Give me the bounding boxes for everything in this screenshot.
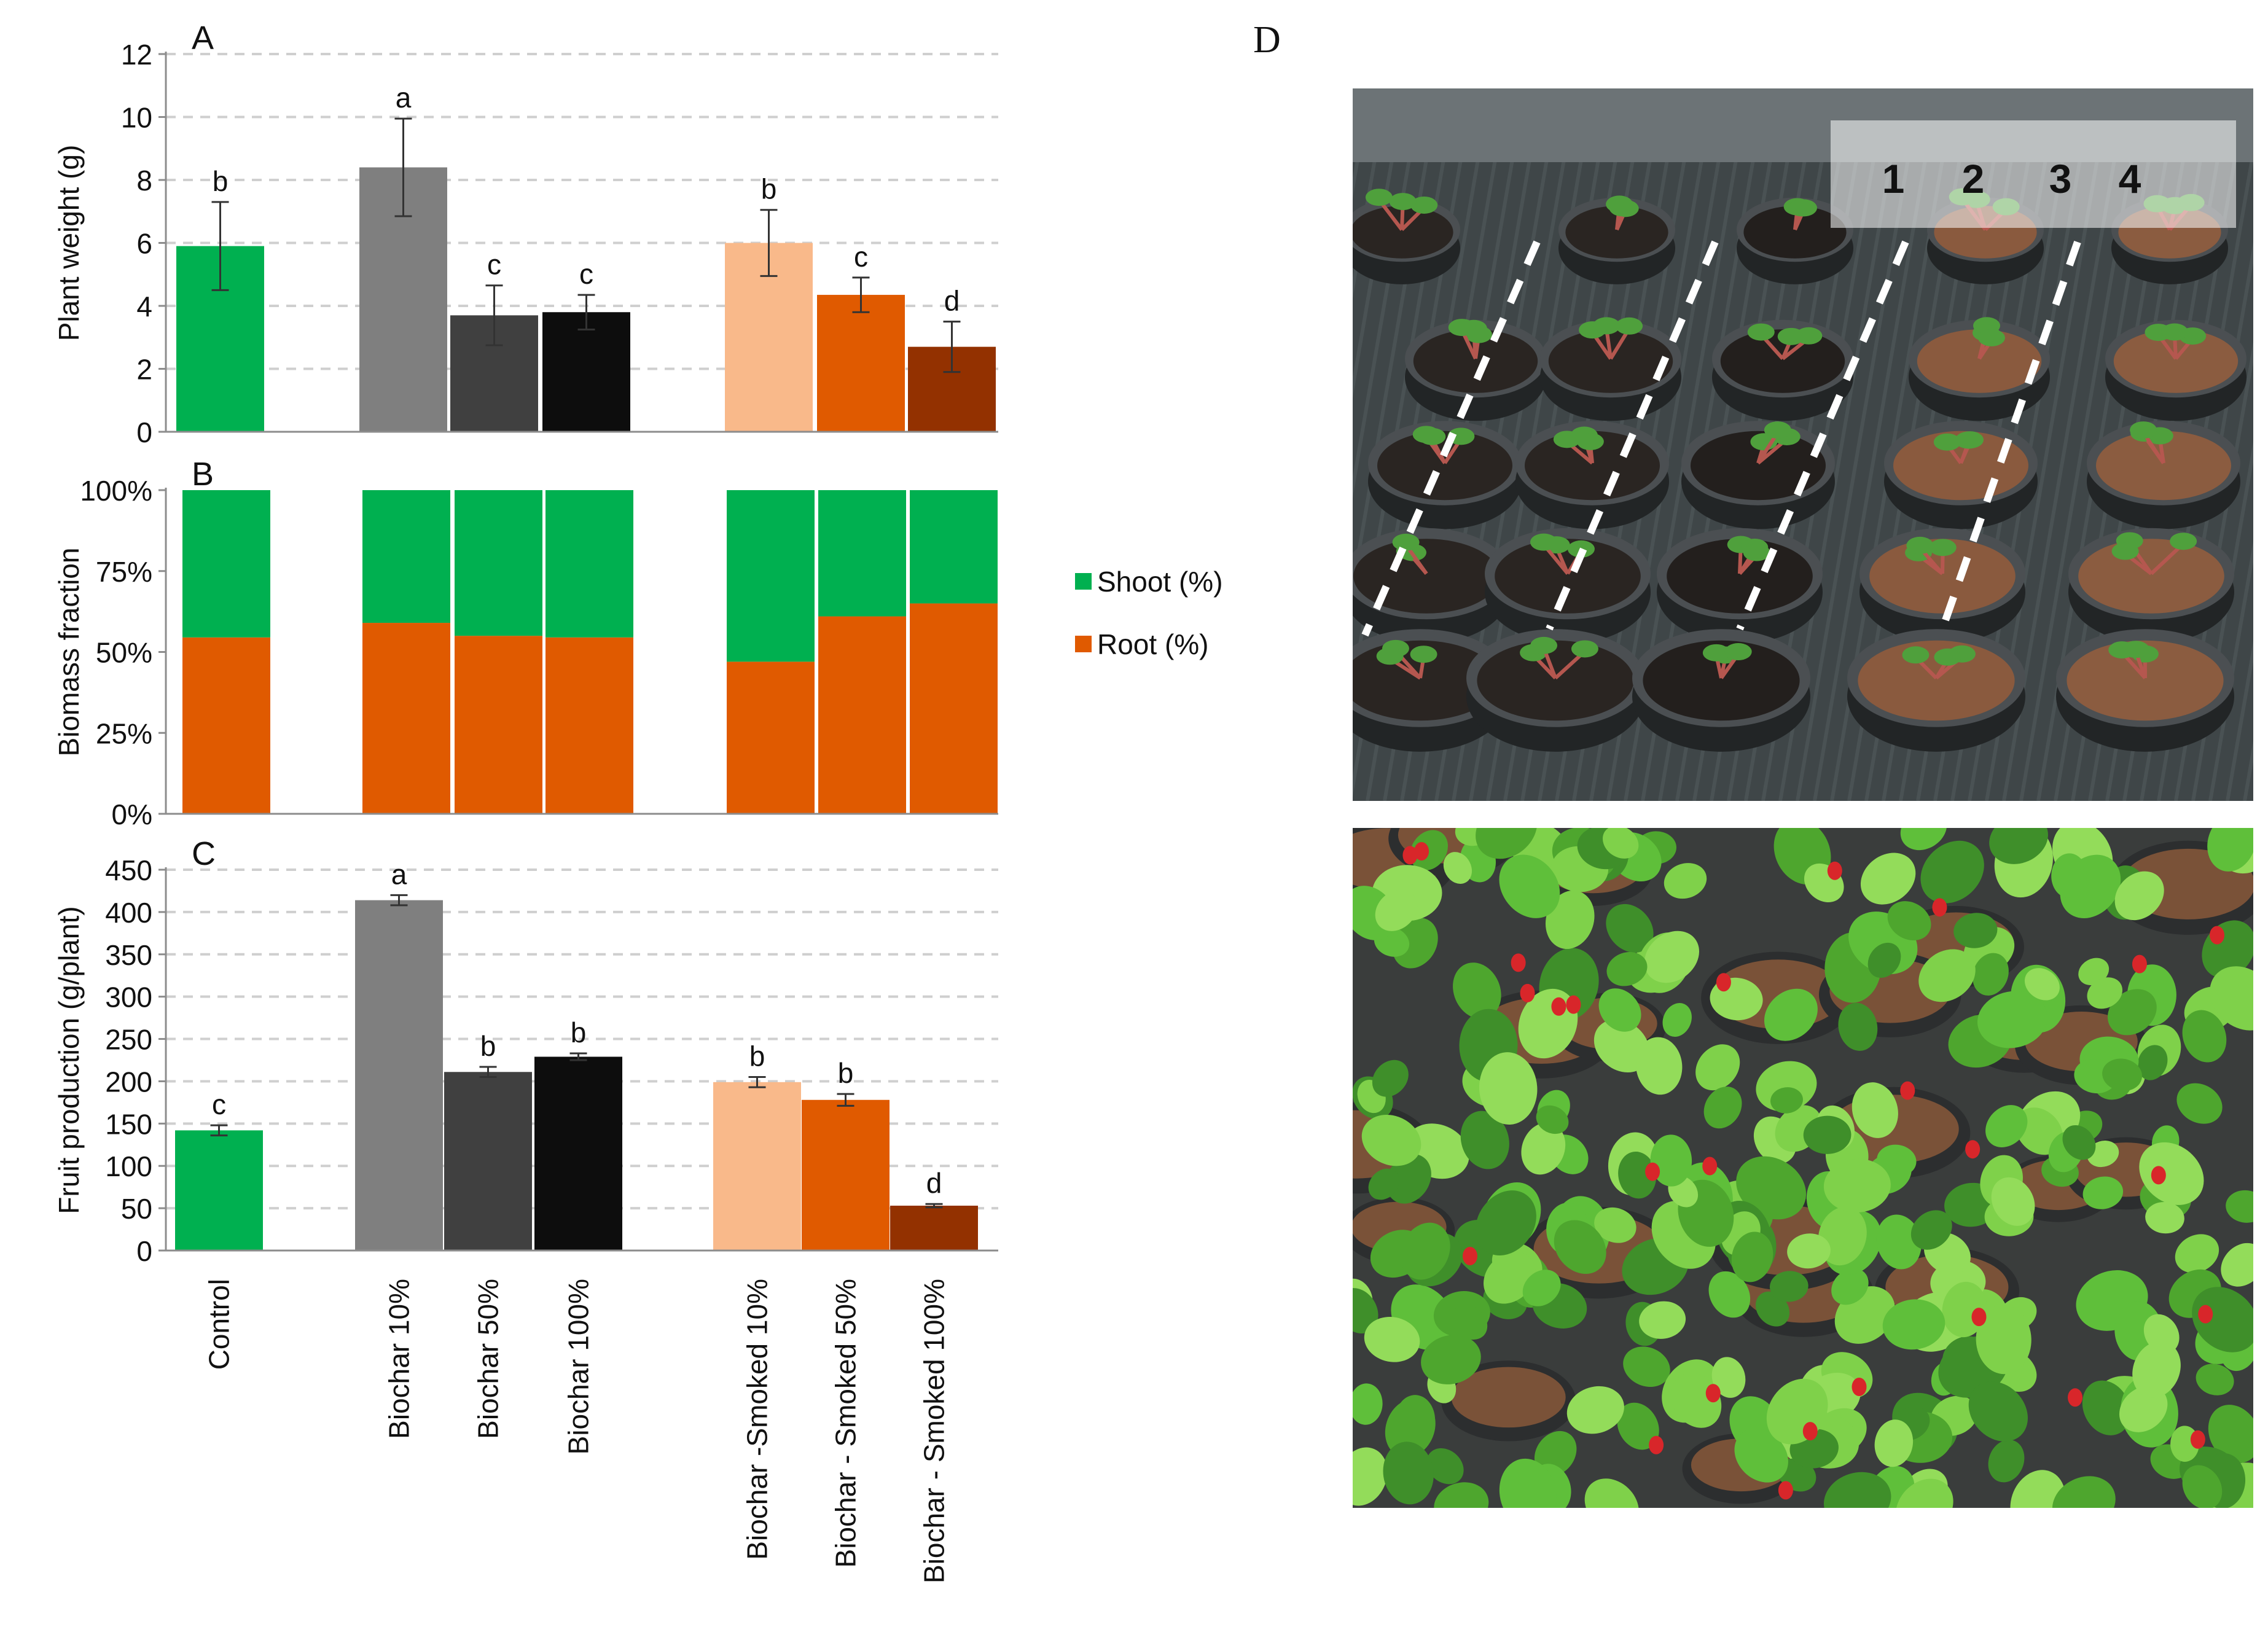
significance-letter: b <box>749 1040 765 1072</box>
y-tick-label: 50 <box>121 1193 152 1225</box>
bar <box>355 900 443 1251</box>
significance-letter: d <box>926 1167 942 1199</box>
separator-line <box>1546 240 1719 631</box>
bar <box>713 1082 801 1251</box>
y-tick-label: 8 <box>136 165 152 197</box>
y-tick-label: 400 <box>105 897 152 929</box>
significance-letter: b <box>838 1057 854 1089</box>
bar <box>542 312 630 432</box>
separator-line <box>1939 241 2081 630</box>
bar-shoot <box>455 490 542 636</box>
legend-label: Shoot (%) <box>1097 566 1223 598</box>
y-tick-label: 100% <box>80 475 152 507</box>
bar-shoot <box>182 490 270 638</box>
chart-B: B 0% 25% 50% 75% 100% Biomass fraction Shoot (%… <box>53 456 1223 830</box>
significance-letter: c <box>854 241 868 273</box>
bar-root <box>818 616 906 814</box>
legend-label: Root (%) <box>1097 628 1208 660</box>
seedling-pots-photo: 1 2 3 4 <box>1353 88 2253 801</box>
panel-label-a: A <box>192 20 214 57</box>
bar <box>817 295 905 432</box>
significance-letter: a <box>391 858 407 890</box>
y-tick-label: 0 <box>136 1235 152 1267</box>
significance-letter: c <box>212 1088 226 1120</box>
legend-swatch <box>1075 636 1092 652</box>
significance-letter: b <box>571 1017 587 1048</box>
bar <box>534 1056 622 1251</box>
bar-root <box>455 636 542 814</box>
category-label: Biochar 50% <box>472 1279 504 1439</box>
y-tick-label: 0% <box>112 798 152 830</box>
bar <box>890 1205 978 1251</box>
y-tick-label: 2 <box>136 354 152 386</box>
significance-letter: d <box>944 285 960 317</box>
legend-swatch <box>1075 573 1092 590</box>
y-tick-label: 6 <box>136 228 152 260</box>
category-label: Control <box>203 1279 235 1370</box>
bar-root <box>545 637 633 814</box>
charts-abc: A 0 2 4 6 8 10 12 Plant weight (g) b a c c b c d B 0% 25% 5… <box>53 20 1223 1583</box>
y-tick-label: 250 <box>105 1024 152 1056</box>
significance-letter: c <box>487 249 501 281</box>
bar-root <box>727 661 815 814</box>
chart-C: C 0 50 100 150 200 250 300 350 400 450 Fruit produc… <box>53 835 998 1583</box>
bar-shoot <box>545 490 633 638</box>
pot-group-number: 1 <box>1882 156 1905 201</box>
separator-line <box>1361 240 1541 637</box>
y-axis-label: Plant weight (g) <box>53 145 85 341</box>
legend: Shoot (%) Root (%) <box>1075 566 1223 660</box>
bar <box>444 1072 532 1251</box>
y-tick-label: 12 <box>121 39 152 71</box>
y-tick-label: 75% <box>96 556 152 588</box>
separator-line <box>1736 240 1909 631</box>
chart-A: A 0 2 4 6 8 10 12 Plant weight (g) b a c c b c d <box>53 20 998 448</box>
pot-group-number: 4 <box>2119 156 2141 201</box>
significance-letter: b <box>480 1030 496 1062</box>
bar <box>175 1130 263 1251</box>
panel-label-b: B <box>192 456 214 493</box>
y-tick-label: 0 <box>136 416 152 448</box>
y-tick-label: 150 <box>105 1108 152 1140</box>
category-label: Biochar 10% <box>383 1279 415 1439</box>
panel-d-label: D <box>1253 19 1281 61</box>
bar-shoot <box>818 490 906 617</box>
y-tick-label: 4 <box>136 291 152 322</box>
bar-shoot <box>362 490 450 623</box>
pot-group-number: 3 <box>2049 156 2072 201</box>
category-label: Biochar 100% <box>563 1279 595 1454</box>
panel-label-c: C <box>192 835 216 872</box>
bar <box>802 1099 890 1251</box>
y-tick-label: 10 <box>121 102 152 134</box>
y-tick-label: 100 <box>105 1150 152 1182</box>
significance-letter: b <box>761 173 777 205</box>
pot-group-number: 2 <box>1962 156 1985 201</box>
y-tick-label: 350 <box>105 939 152 971</box>
category-label: Biochar -Smoked 10% <box>741 1279 773 1560</box>
y-tick-label: 25% <box>96 717 152 749</box>
category-label: Biochar - Smoked 100% <box>918 1279 950 1583</box>
y-tick-label: 50% <box>96 637 152 669</box>
bar-root <box>182 637 270 814</box>
y-axis-label: Fruit production (g/plant) <box>53 906 85 1214</box>
bar-shoot <box>910 490 998 604</box>
bar-shoot <box>727 490 815 662</box>
significance-letter: a <box>396 82 412 114</box>
y-tick-label: 450 <box>105 854 152 886</box>
significance-letter: c <box>579 258 593 290</box>
y-tick-label: 300 <box>105 982 152 1013</box>
category-label: Biochar - Smoked 50% <box>830 1279 862 1567</box>
y-tick-label: 200 <box>105 1066 152 1098</box>
significance-letter: b <box>213 165 229 197</box>
bar-root <box>362 623 450 814</box>
fruiting-plants-photo <box>1353 828 2253 1508</box>
y-axis-label: Biomass fraction <box>53 547 85 756</box>
bar-root <box>910 603 998 814</box>
